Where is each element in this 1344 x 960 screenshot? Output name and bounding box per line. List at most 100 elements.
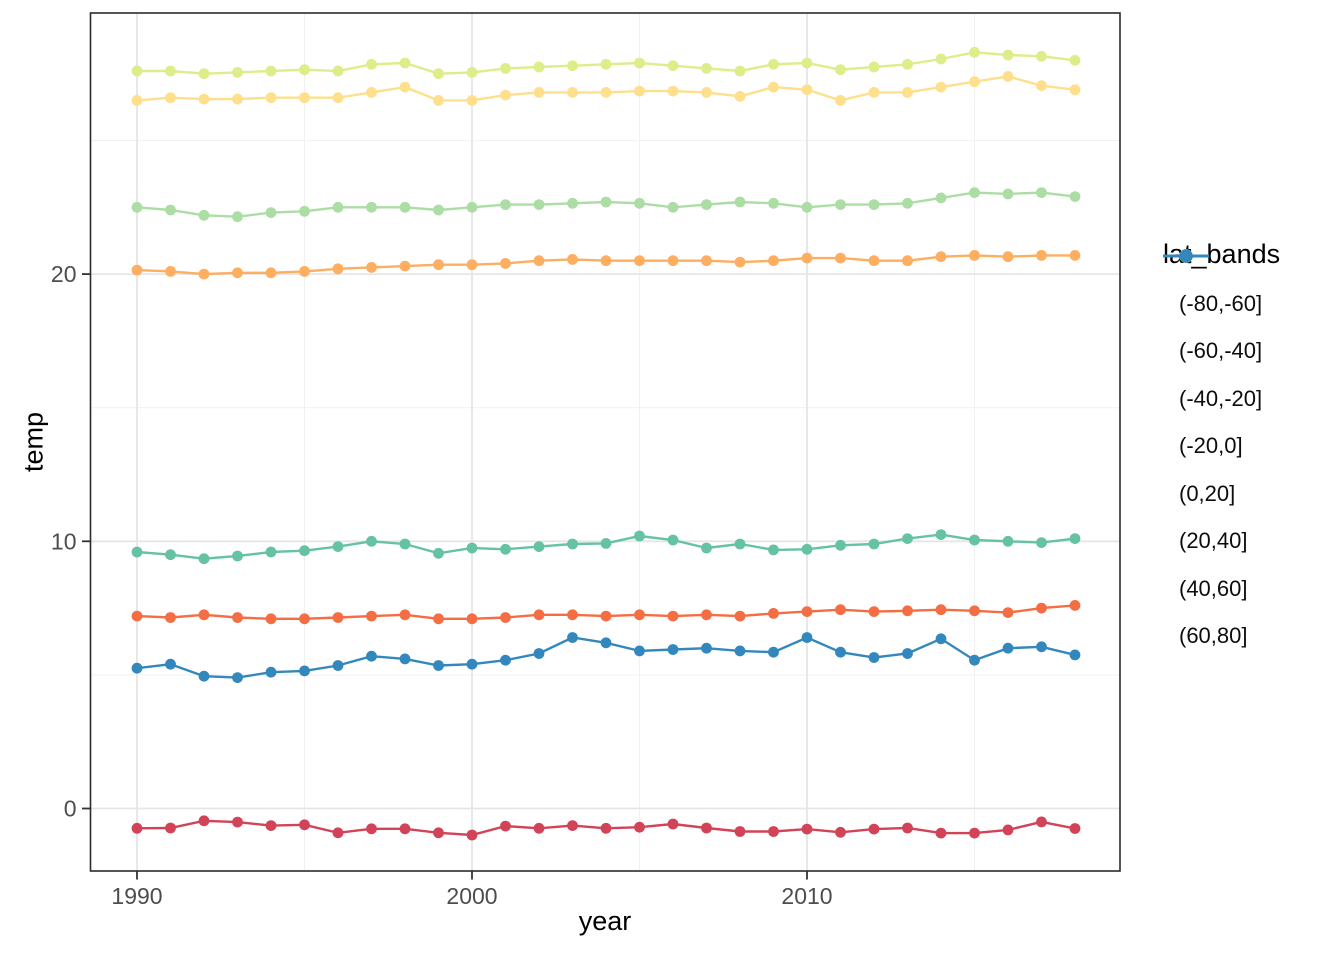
- data-point: [600, 822, 612, 834]
- data-point: [1069, 600, 1081, 611]
- data-point: [835, 539, 846, 551]
- data-point: [701, 642, 712, 654]
- data-point: [768, 81, 779, 93]
- data-point: [935, 251, 947, 263]
- data-point: [299, 266, 310, 277]
- x-tick-label: 2000: [446, 883, 497, 909]
- data-point: [366, 823, 377, 835]
- legend-item: (20,40]: [1163, 249, 1280, 566]
- data-point: [835, 646, 846, 658]
- x-tick-label: 1990: [111, 883, 162, 909]
- data-point: [969, 250, 980, 261]
- data-point: [366, 87, 377, 98]
- data-point: [299, 613, 310, 625]
- legend-item-label: (-80,-60]: [1179, 290, 1263, 316]
- data-point: [969, 534, 980, 546]
- data-point: [801, 543, 813, 555]
- data-point: [399, 653, 411, 665]
- data-point: [433, 204, 444, 216]
- data-point: [667, 818, 679, 830]
- data-point: [165, 658, 176, 670]
- data-point: [667, 60, 679, 72]
- data-point: [433, 660, 444, 671]
- data-point: [198, 815, 210, 827]
- data-point: [265, 666, 277, 678]
- data-point: [500, 612, 511, 623]
- data-point: [567, 197, 578, 209]
- data-point: [868, 199, 880, 211]
- data-point: [232, 550, 243, 562]
- data-point: [399, 81, 411, 93]
- data-point: [902, 822, 913, 834]
- data-point: [533, 255, 545, 267]
- data-point: [902, 87, 913, 98]
- panel-background: [90, 13, 1120, 871]
- data-point: [332, 541, 344, 552]
- data-point: [265, 65, 277, 77]
- data-point: [1002, 642, 1014, 654]
- data-point: [399, 57, 411, 69]
- data-point: [1069, 533, 1081, 544]
- data-point: [265, 92, 277, 104]
- data-point: [165, 92, 176, 104]
- data-point: [801, 57, 813, 69]
- data-point: [567, 820, 578, 831]
- data-point: [768, 197, 779, 209]
- data-point: [232, 267, 243, 279]
- data-point: [835, 64, 846, 76]
- data-point: [265, 613, 277, 625]
- data-point: [265, 207, 277, 219]
- data-point: [868, 652, 880, 663]
- data-point: [466, 613, 478, 625]
- data-point: [131, 201, 143, 213]
- data-point: [902, 533, 913, 544]
- x-axis-title: year: [578, 906, 632, 936]
- data-point: [1069, 54, 1081, 66]
- data-point: [667, 534, 679, 546]
- data-point: [969, 76, 980, 88]
- series-(40,60]: [131, 529, 1081, 565]
- data-point: [299, 205, 310, 217]
- data-point: [299, 92, 310, 104]
- legend-item-label: (40,60]: [1179, 575, 1248, 601]
- data-point: [533, 199, 545, 211]
- data-point: [567, 538, 578, 550]
- data-point: [433, 613, 444, 625]
- data-point: [399, 609, 411, 621]
- data-point: [902, 58, 913, 70]
- data-point: [399, 201, 411, 213]
- data-point: [600, 196, 612, 208]
- data-point: [868, 538, 880, 550]
- data-point: [332, 65, 344, 77]
- series-(-40,-20]: [131, 250, 1081, 280]
- data-point: [868, 61, 880, 73]
- data-point: [567, 609, 578, 621]
- data-point: [567, 632, 578, 643]
- data-point: [198, 670, 210, 682]
- data-point: [902, 648, 913, 659]
- data-point: [935, 827, 947, 839]
- data-point: [433, 547, 444, 559]
- data-point: [801, 252, 813, 264]
- data-point: [567, 87, 578, 98]
- data-point: [734, 256, 746, 268]
- data-point: [198, 209, 210, 221]
- data-point: [567, 254, 578, 265]
- data-point: [835, 199, 846, 211]
- data-point: [600, 637, 612, 649]
- data-point: [801, 201, 813, 213]
- data-point: [1002, 49, 1014, 61]
- data-point: [433, 259, 444, 271]
- data-point: [1036, 80, 1047, 92]
- data-point: [868, 255, 880, 267]
- data-point: [1069, 191, 1081, 203]
- data-point: [232, 93, 243, 105]
- data-point: [533, 648, 545, 659]
- data-point: [1069, 823, 1081, 834]
- data-point: [533, 541, 545, 552]
- y-tick-label: 0: [64, 796, 77, 822]
- data-point: [667, 255, 679, 267]
- series-(0,20]: [131, 46, 1081, 80]
- data-point: [634, 821, 645, 833]
